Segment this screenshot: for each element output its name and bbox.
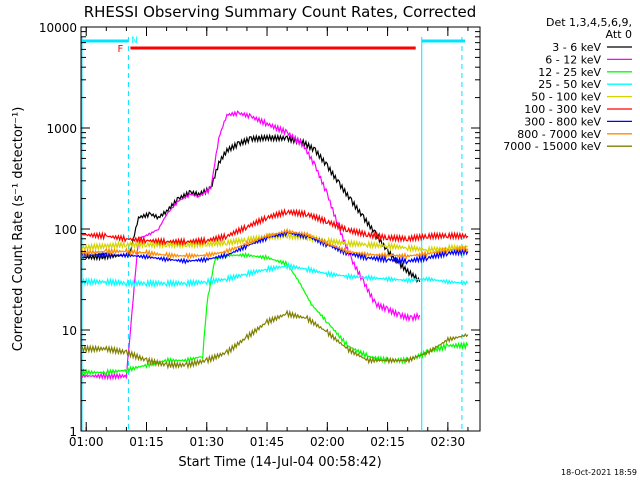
legend-label: 7000 - 15000 keV	[503, 140, 601, 153]
y-axis-label: Corrected Count Rate (s⁻¹ detector⁻¹)	[11, 107, 26, 352]
y-tick-label: 1	[69, 425, 77, 439]
legend-header: Det 1,3,4,5,6,9,	[546, 16, 632, 29]
x-tick-label: 02:30	[431, 435, 466, 449]
series-layer	[81, 110, 469, 381]
legend-header: Att 0	[606, 28, 632, 41]
y-tick-label: 10000	[39, 21, 77, 35]
plot-decorations: FN	[81, 36, 465, 431]
x-tick-label: 01:15	[129, 435, 164, 449]
x-tick-label: 01:00	[69, 435, 104, 449]
plot-frame	[80, 26, 481, 432]
x-tick-label: 02:00	[310, 435, 345, 449]
legend-label: 800 - 7000 keV	[517, 128, 601, 141]
series-line	[81, 251, 469, 377]
series-line	[81, 261, 469, 289]
legend-label: 12 - 25 keV	[538, 66, 601, 79]
x-axis-label: Start Time (14-Jul-04 00:58:42)	[178, 455, 381, 470]
x-tick-label: 01:45	[250, 435, 285, 449]
x-axis: 01:00 01:15 01:30 01:45 02:00 02:15 02:30	[69, 27, 469, 449]
y-axis: 1 10 100 1000 10000	[39, 21, 480, 439]
footer-timestamp: 18-Oct-2021 18:59	[561, 468, 637, 477]
series-line	[82, 133, 421, 284]
night-flag-label: N	[131, 36, 138, 46]
series-line	[81, 227, 469, 261]
legend-label: 25 - 50 keV	[538, 78, 601, 91]
series-line	[81, 207, 469, 247]
x-tick-label: 02:15	[370, 435, 405, 449]
chart-title: RHESSI Observing Summary Count Rates, Co…	[84, 3, 477, 21]
legend-label: 50 - 100 keV	[531, 91, 601, 104]
legend-label: 300 - 800 keV	[524, 115, 601, 128]
y-tick-label: 100	[54, 223, 77, 237]
y-tick-label: 10	[62, 324, 77, 338]
x-tick-label: 01:30	[189, 435, 224, 449]
series-line	[81, 231, 468, 255]
legend-label: 100 - 300 keV	[524, 103, 601, 116]
flare-flag-label: F	[118, 44, 124, 55]
series-line	[81, 228, 469, 266]
legend-label: 6 - 12 keV	[545, 53, 601, 66]
legend-label: 3 - 6 keV	[552, 41, 601, 54]
series-line	[81, 309, 469, 370]
y-tick-label: 1000	[46, 122, 77, 136]
